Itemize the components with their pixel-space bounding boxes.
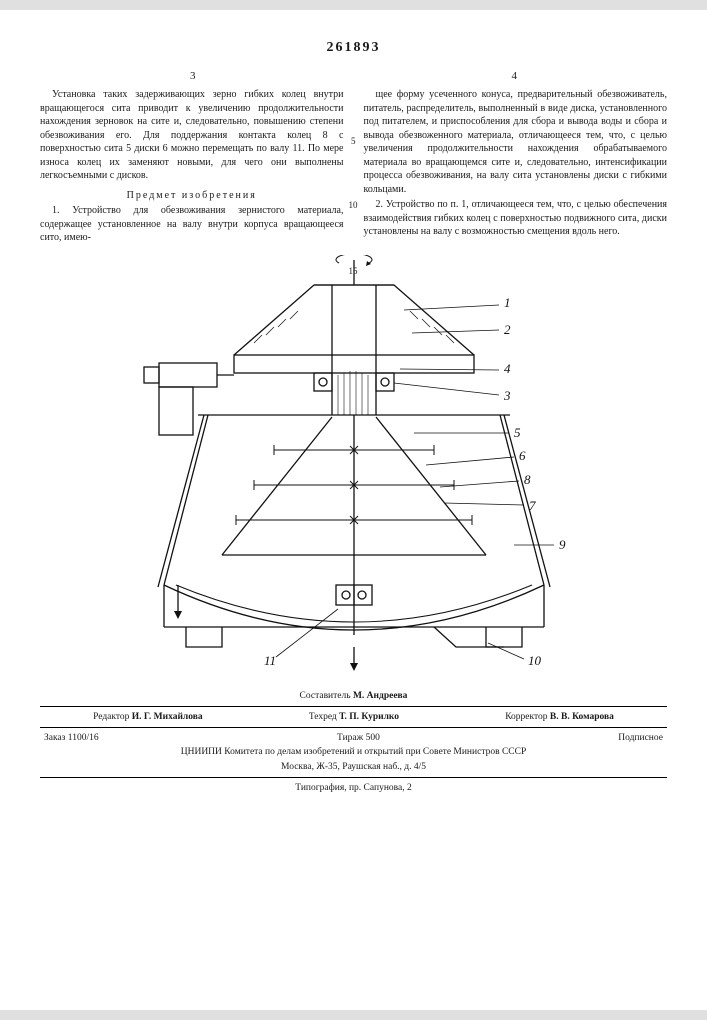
text-columns: Установка таких задерживающих зерно гибк…: [40, 88, 667, 247]
figure-label-1: 1: [504, 295, 511, 310]
figure-label-5: 5: [514, 425, 521, 440]
figure-label-8: 8: [524, 472, 531, 487]
subject-heading: Предмет изобретения: [40, 189, 344, 203]
figure-label-2: 2: [504, 322, 511, 337]
device-figure: 1 2 3 4 5 6 7 8 9 10 11: [104, 255, 604, 675]
line-marker-15: 15: [348, 266, 357, 276]
footer-block: Составитель М. Андреева Редактор И. Г. М…: [40, 689, 667, 796]
podpisnoe: Подписное: [618, 731, 663, 745]
typography-line: Типография, пр. Сапунова, 2: [40, 781, 667, 795]
left-column: Установка таких задерживающих зерно гибк…: [40, 88, 344, 247]
paragraph: 1. Устройство для обезвоживания зернисто…: [40, 204, 344, 245]
right-column: щее форму усеченного конуса, предварител…: [364, 88, 668, 247]
org-line-1: ЦНИИПИ Комитета по делам изобретений и о…: [40, 745, 667, 759]
line-marker-5: 5: [351, 136, 356, 146]
figure-label-4: 4: [504, 361, 511, 376]
left-col-num: 3: [190, 70, 196, 82]
right-col-num: 4: [512, 70, 518, 82]
figure-label-7: 7: [529, 498, 536, 513]
figure-label-9: 9: [559, 537, 566, 552]
column-numbers: 3 4: [40, 70, 667, 82]
paragraph: Установка таких задерживающих зерно гибк…: [40, 88, 344, 183]
patent-page: 261893 3 4 5 10 15 Установка таких задер…: [0, 10, 707, 1010]
corrector-name: В. В. Комарова: [550, 712, 614, 722]
tech-label: Техред: [309, 712, 337, 722]
tirazh: Тираж 500: [337, 731, 380, 745]
line-marker-10: 10: [348, 200, 357, 210]
paragraph: 2. Устройство по п. 1, отличающееся тем,…: [364, 198, 668, 239]
paragraph: щее форму усеченного конуса, предварител…: [364, 88, 668, 196]
credits-row: Редактор И. Г. Михайлова Техред Т. П. Ку…: [40, 710, 667, 724]
figure-label-6: 6: [519, 448, 526, 463]
figure-label-3: 3: [503, 388, 511, 403]
figure-label-10: 10: [528, 653, 542, 668]
figure-container: 1 2 3 4 5 6 7 8 9 10 11: [40, 255, 667, 675]
editor-label: Редактор: [93, 712, 129, 722]
patent-number: 261893: [40, 40, 667, 56]
figure-label-11: 11: [264, 653, 276, 668]
editor-name: И. Г. Михайлова: [132, 712, 203, 722]
compiler-label: Составитель: [300, 691, 351, 701]
publication-row: Заказ 1100/16 Тираж 500 Подписное: [40, 731, 667, 745]
tech-name: Т. П. Курилко: [339, 712, 399, 722]
org-line-2: Москва, Ж-35, Раушская наб., д. 4/5: [40, 760, 667, 774]
corrector-label: Корректор: [505, 712, 547, 722]
order-number: Заказ 1100/16: [44, 731, 99, 745]
compiler-name: М. Андреева: [353, 691, 407, 701]
